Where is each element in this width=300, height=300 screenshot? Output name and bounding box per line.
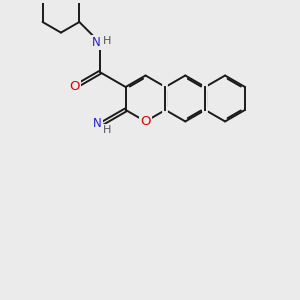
Text: H: H xyxy=(102,125,111,135)
Text: N: N xyxy=(92,36,101,49)
Text: O: O xyxy=(69,80,80,94)
Text: H: H xyxy=(102,36,111,46)
Text: O: O xyxy=(140,115,151,128)
Text: N: N xyxy=(93,117,102,130)
